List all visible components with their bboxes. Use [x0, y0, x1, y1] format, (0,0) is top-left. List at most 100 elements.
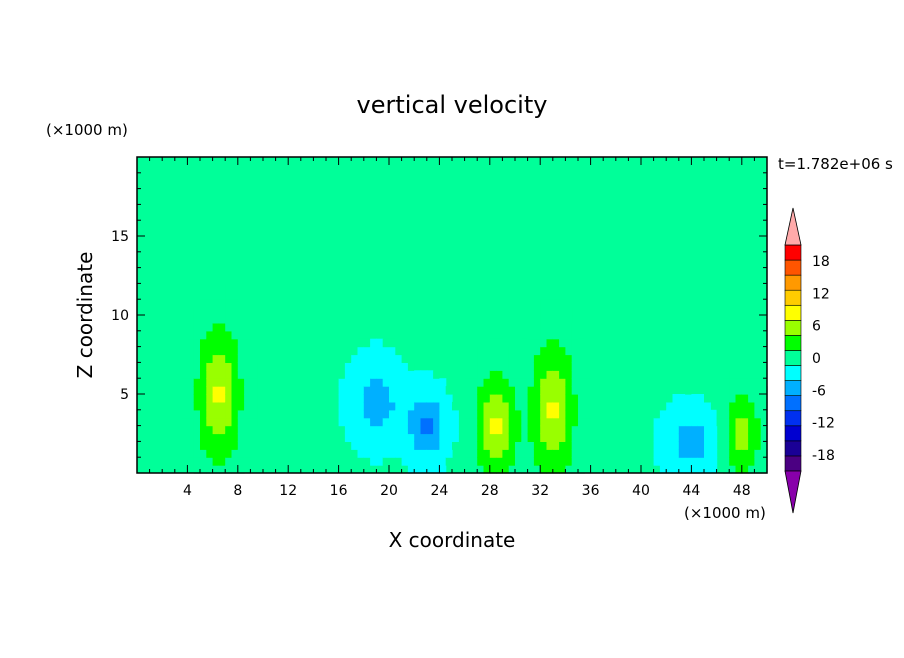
heatmap-cell — [193, 315, 201, 324]
heatmap-cell — [546, 307, 554, 316]
heatmap-cell — [445, 386, 453, 395]
heatmap-cell — [376, 449, 384, 458]
colorbar-swatch — [784, 320, 802, 336]
heatmap-cell — [376, 370, 384, 379]
heatmap-cell — [540, 425, 548, 435]
heatmap-cell — [533, 409, 541, 419]
heatmap-cell — [521, 386, 529, 395]
heatmap-cell — [206, 283, 214, 292]
heatmap-cell — [237, 417, 245, 427]
heatmap-cell — [426, 417, 434, 427]
heatmap-cell — [540, 354, 548, 363]
heatmap-cell — [527, 330, 535, 340]
heatmap-cell — [571, 394, 579, 403]
heatmap-cell — [489, 465, 497, 474]
heatmap-cell — [540, 386, 548, 395]
colorbar-swatch — [784, 425, 802, 442]
heatmap-cell — [407, 417, 415, 427]
heatmap-cell — [515, 394, 522, 403]
heatmap-cell — [470, 449, 478, 458]
heatmap-cell — [508, 457, 516, 466]
heatmap-cell — [218, 378, 226, 387]
heatmap-cell — [489, 370, 497, 379]
heatmap-cell — [722, 449, 730, 458]
heatmap-cell — [193, 433, 201, 442]
heatmap-cell — [212, 362, 220, 371]
heatmap-cell — [426, 401, 434, 411]
heatmap-cell — [754, 386, 762, 395]
heatmap-cell — [748, 417, 755, 427]
heatmap-cell — [722, 401, 730, 411]
heatmap-cell — [414, 457, 422, 466]
heatmap-cell — [691, 401, 699, 411]
heatmap-cell — [231, 433, 239, 442]
heatmap-cell — [357, 394, 365, 403]
heatmap-cell — [395, 378, 403, 387]
heatmap-cell — [193, 346, 201, 356]
heatmap-cell — [540, 433, 548, 442]
heatmap-cell — [225, 457, 233, 466]
heatmap-cell — [439, 465, 447, 474]
heatmap-cell — [426, 425, 434, 435]
heatmap-cell — [420, 433, 428, 442]
heatmap-cell — [357, 409, 365, 419]
heatmap-cell — [464, 394, 472, 403]
heatmap-cell — [710, 425, 718, 435]
heatmap-cell — [200, 433, 207, 442]
heatmap-cell — [521, 338, 529, 348]
heatmap-cell — [344, 370, 352, 379]
heatmap-cell — [212, 386, 220, 395]
heatmap-cell — [200, 299, 207, 308]
heatmap-cell — [193, 449, 201, 458]
heatmap-cell — [225, 465, 233, 474]
heatmap-cell — [502, 465, 510, 474]
heatmap-cell — [389, 441, 396, 450]
heatmap-cell — [559, 386, 566, 395]
heatmap-cell — [565, 441, 573, 450]
heatmap-cell — [370, 409, 377, 419]
heatmap-cell — [363, 449, 371, 458]
heatmap-cell — [181, 401, 188, 411]
heatmap-cell — [376, 441, 384, 450]
heatmap-cell — [212, 409, 220, 419]
heatmap-cell — [445, 401, 453, 411]
heatmap-cell — [420, 449, 428, 458]
heatmap-cell — [489, 346, 497, 356]
heatmap-cell — [704, 409, 711, 419]
heatmap-cell — [439, 433, 447, 442]
heatmap-cell — [363, 401, 371, 411]
heatmap-cell — [218, 401, 226, 411]
heatmap-cell — [477, 465, 485, 474]
x-tick-label: 28 — [481, 483, 499, 499]
heatmap-cell — [357, 346, 365, 356]
heatmap-cell — [439, 417, 447, 427]
heatmap-cell — [754, 425, 762, 435]
heatmap-cell — [250, 417, 258, 427]
heatmap-cell — [578, 401, 585, 411]
heatmap-cell — [401, 425, 409, 435]
heatmap-cell — [515, 465, 522, 474]
heatmap-cell — [502, 370, 510, 379]
heatmap-cell — [244, 322, 251, 332]
heatmap-cell — [666, 425, 674, 435]
heatmap-cell — [508, 433, 516, 442]
heatmap-cell — [389, 425, 396, 435]
heatmap-cell — [508, 362, 516, 371]
heatmap-cell — [433, 465, 440, 474]
heatmap-cell — [540, 401, 548, 411]
y-tick-label: 15 — [111, 229, 129, 245]
heatmap-cell — [578, 370, 585, 379]
heatmap-cell — [571, 441, 579, 450]
heatmap-cell — [741, 370, 749, 379]
heatmap-cell — [508, 370, 516, 379]
heatmap-cell — [414, 378, 422, 387]
heatmap-cell — [250, 394, 258, 403]
heatmap-cell — [508, 465, 516, 474]
heatmap-cell — [187, 386, 195, 395]
heatmap-cell — [376, 354, 384, 363]
heatmap-cell — [200, 449, 207, 458]
heatmap-cell — [729, 370, 737, 379]
heatmap-cell — [351, 425, 359, 435]
